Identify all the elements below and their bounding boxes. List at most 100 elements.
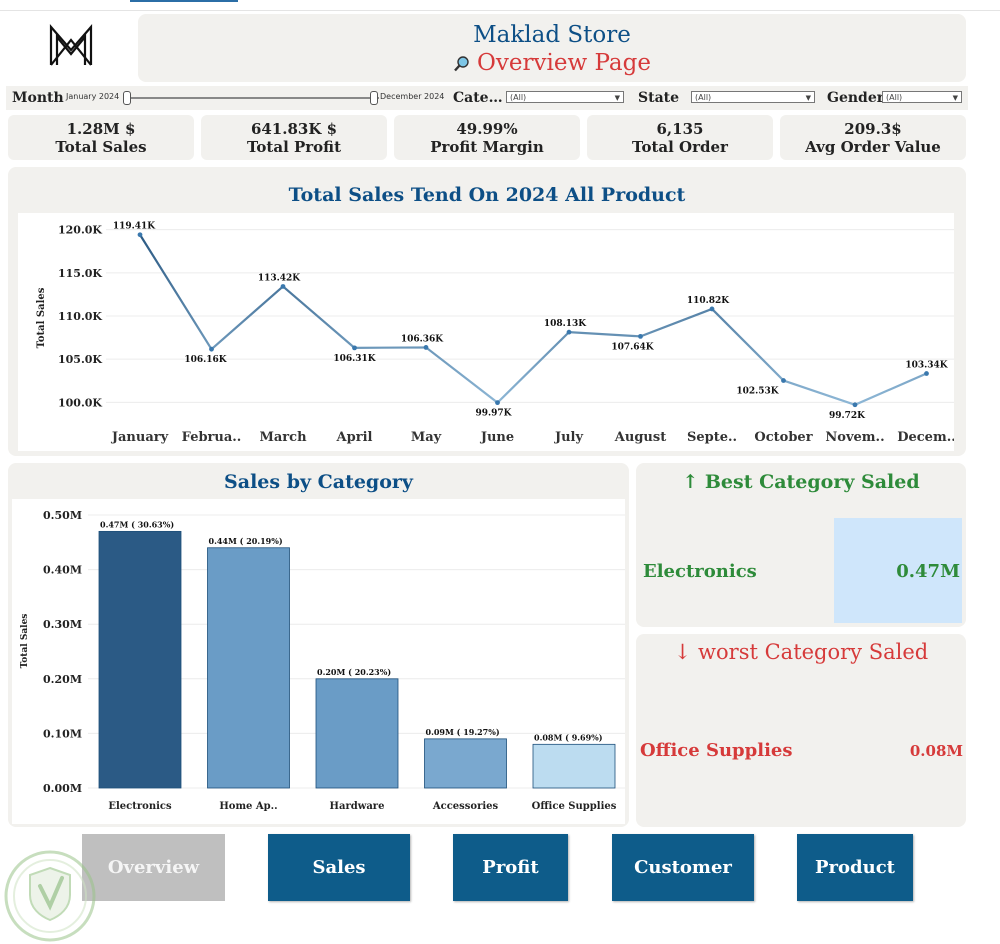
line-data-point (423, 345, 429, 350)
chevron-down-icon: ▼ (952, 94, 958, 102)
line-data-point (495, 400, 500, 406)
line-data-point (566, 329, 572, 335)
sales-trend-chart: 100.0K 105.0K 110.0K 115.0K 120.0K January Fe… (18, 213, 954, 451)
line-x-tick-label: Decem.. (897, 430, 954, 445)
chevron-down-icon: ▼ (805, 94, 811, 102)
gender-select[interactable]: (All) ▼ (882, 91, 962, 103)
best-category-value: 0.47M (896, 561, 960, 582)
bar-y-axis-label: Total Sales (20, 614, 30, 669)
kpi-value: 49.99% (456, 120, 518, 138)
line-data-label: 102.53K (736, 387, 779, 397)
line-y-tick-label: 100.0K (58, 396, 102, 409)
bar-data-label: 0.08M ( 9.69%) (534, 732, 603, 742)
month-end-label: December 2024 (380, 92, 445, 101)
line-x-tick-label: August (614, 430, 666, 445)
line-y-tick-label: 115.0K (58, 267, 102, 280)
line-data-point (638, 333, 643, 339)
nav-product-button[interactable]: Product (797, 834, 913, 901)
bar-x-tick-label: Accessories (432, 801, 499, 812)
bar-data-label: 0.47M ( 30.63%) (100, 519, 174, 529)
best-category-title: ↑ Best Category Saled (682, 471, 920, 493)
nav-overview-button[interactable]: Overview (82, 834, 225, 901)
line-data-point (709, 306, 715, 312)
line-series-path (139, 234, 927, 406)
best-category-highlight (834, 518, 962, 623)
best-category-panel: ↑ Best Category Saled Electronics 0.47M (636, 463, 966, 627)
best-category-name: Electronics (643, 561, 757, 582)
page-title: Overview Page (477, 50, 651, 76)
top-tab-indicator (130, 0, 238, 2)
kpi-label: Total Sales (55, 138, 147, 156)
nav-sales-button[interactable]: Sales (268, 834, 410, 901)
category-filter-label: Cate… (453, 90, 503, 106)
line-y-axis-label: Total Sales (36, 287, 47, 348)
nav-profit-button[interactable]: Profit (453, 834, 568, 901)
line-data-label: 113.42K (258, 273, 301, 283)
line-data-point (924, 371, 929, 376)
line-x-tick-label: July (554, 430, 584, 445)
line-x-tick-label: Februa.. (182, 430, 242, 445)
bar-y-tick-label: 0.50M (43, 509, 82, 522)
line-data-label: 103.34K (905, 361, 948, 371)
kpi-label: Total Order (632, 138, 728, 156)
month-range-slider[interactable] (129, 97, 379, 99)
month-slider-start-handle[interactable] (123, 91, 131, 105)
bar-x-tick-label: Office Supplies (532, 801, 617, 812)
nav-customer-button[interactable]: Customer (612, 834, 754, 901)
worst-category-panel: ↓ worst Category Saled Office Supplies 0… (636, 634, 966, 827)
line-data-label: 106.36K (401, 334, 444, 344)
category-select[interactable]: (All) ▼ (506, 91, 624, 103)
line-data-point (352, 345, 357, 351)
gender-select-value: (All) (886, 93, 903, 102)
kpi-label: Profit Margin (430, 138, 544, 156)
line-x-tick-label: May (411, 430, 442, 445)
line-data-label: 108.13K (544, 319, 587, 329)
line-y-tick-label: 110.0K (58, 310, 102, 323)
worst-category-name: Office Supplies (640, 740, 793, 761)
line-x-tick-label: Septe.. (687, 430, 737, 445)
line-y-tick-label: 105.0K (58, 353, 102, 366)
line-data-point (209, 346, 214, 352)
line-x-tick-label: April (336, 430, 373, 445)
line-y-tick-label: 120.0K (58, 224, 102, 237)
line-data-label: 107.64K (611, 342, 654, 352)
line-data-point (280, 284, 286, 289)
bar-chart-title: Sales by Category (224, 471, 413, 493)
bar-hardware (315, 678, 399, 789)
line-chart-title: Total Sales Tend On 2024 All Product (288, 184, 686, 206)
kpi-total-profit: 641.83K $ Total Profit (201, 115, 387, 160)
sales-trend-panel: Total Sales Tend On 2024 All Product 100… (8, 167, 966, 456)
worst-category-title: ↓ worst Category Saled (673, 640, 929, 664)
bar-home-ap- (207, 547, 290, 789)
state-select-value: (All) (695, 93, 712, 102)
kpi-total-sales: 1.28M $ Total Sales (8, 115, 194, 160)
bar-y-tick-label: 0.10M (43, 727, 82, 740)
line-data-point (852, 402, 858, 408)
bar-x-tick-label: Home Ap.. (219, 801, 277, 812)
state-select[interactable]: (All) ▼ (691, 91, 815, 103)
kpi-profit-margin: 49.99% Profit Margin (394, 115, 580, 160)
line-x-tick-label: January (111, 430, 169, 445)
bar-data-label: 0.20M ( 20.23%) (317, 667, 391, 677)
bar-electronics (98, 530, 182, 789)
worst-category-value: 0.08M (909, 742, 963, 760)
line-data-point (137, 232, 143, 238)
line-x-tick-label: June (480, 430, 514, 445)
top-divider (0, 10, 1000, 11)
line-x-tick-label: Novem.. (825, 430, 884, 445)
bar-y-tick-label: 0.30M (43, 618, 82, 631)
line-data-label: 99.72K (829, 411, 866, 421)
line-data-label: 119.41K (113, 222, 156, 232)
sales-by-category-panel: Sales by Category 0.00M 0.10M 0.20M 0.30M 0.… (8, 463, 629, 827)
line-data-label: 106.16K (184, 355, 227, 365)
month-slider-end-handle[interactable] (370, 91, 378, 105)
magnifier-icon (454, 56, 469, 72)
chevron-down-icon: ▼ (614, 94, 620, 102)
mm-logo-icon (49, 24, 93, 66)
month-start-label: January 2024 (66, 92, 120, 101)
gender-filter-label: Gender (827, 90, 885, 106)
line-data-point (781, 378, 786, 383)
kpi-label: Avg Order Value (805, 138, 941, 156)
line-x-tick-label: March (259, 430, 307, 445)
bar-data-label: 0.09M ( 19.27%) (426, 727, 500, 737)
